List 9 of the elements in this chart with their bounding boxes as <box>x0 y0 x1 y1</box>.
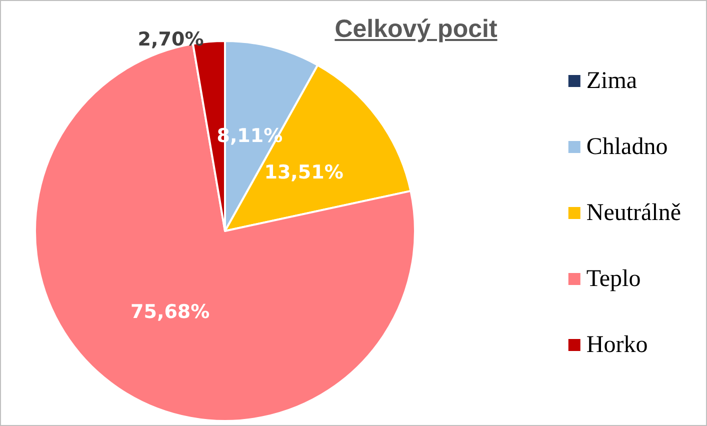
legend-label: Chladno <box>586 134 668 160</box>
data-label: 13,51% <box>264 162 344 184</box>
legend-label: Teplo <box>586 266 641 292</box>
chart-title: Celkový pocit <box>334 15 498 44</box>
legend-label: Neutrálně <box>586 200 682 226</box>
data-label: 2,70% <box>138 28 204 51</box>
legend-label: Horko <box>586 332 648 358</box>
data-label: 75,68% <box>130 301 210 324</box>
legend-label: Zima <box>586 68 638 94</box>
